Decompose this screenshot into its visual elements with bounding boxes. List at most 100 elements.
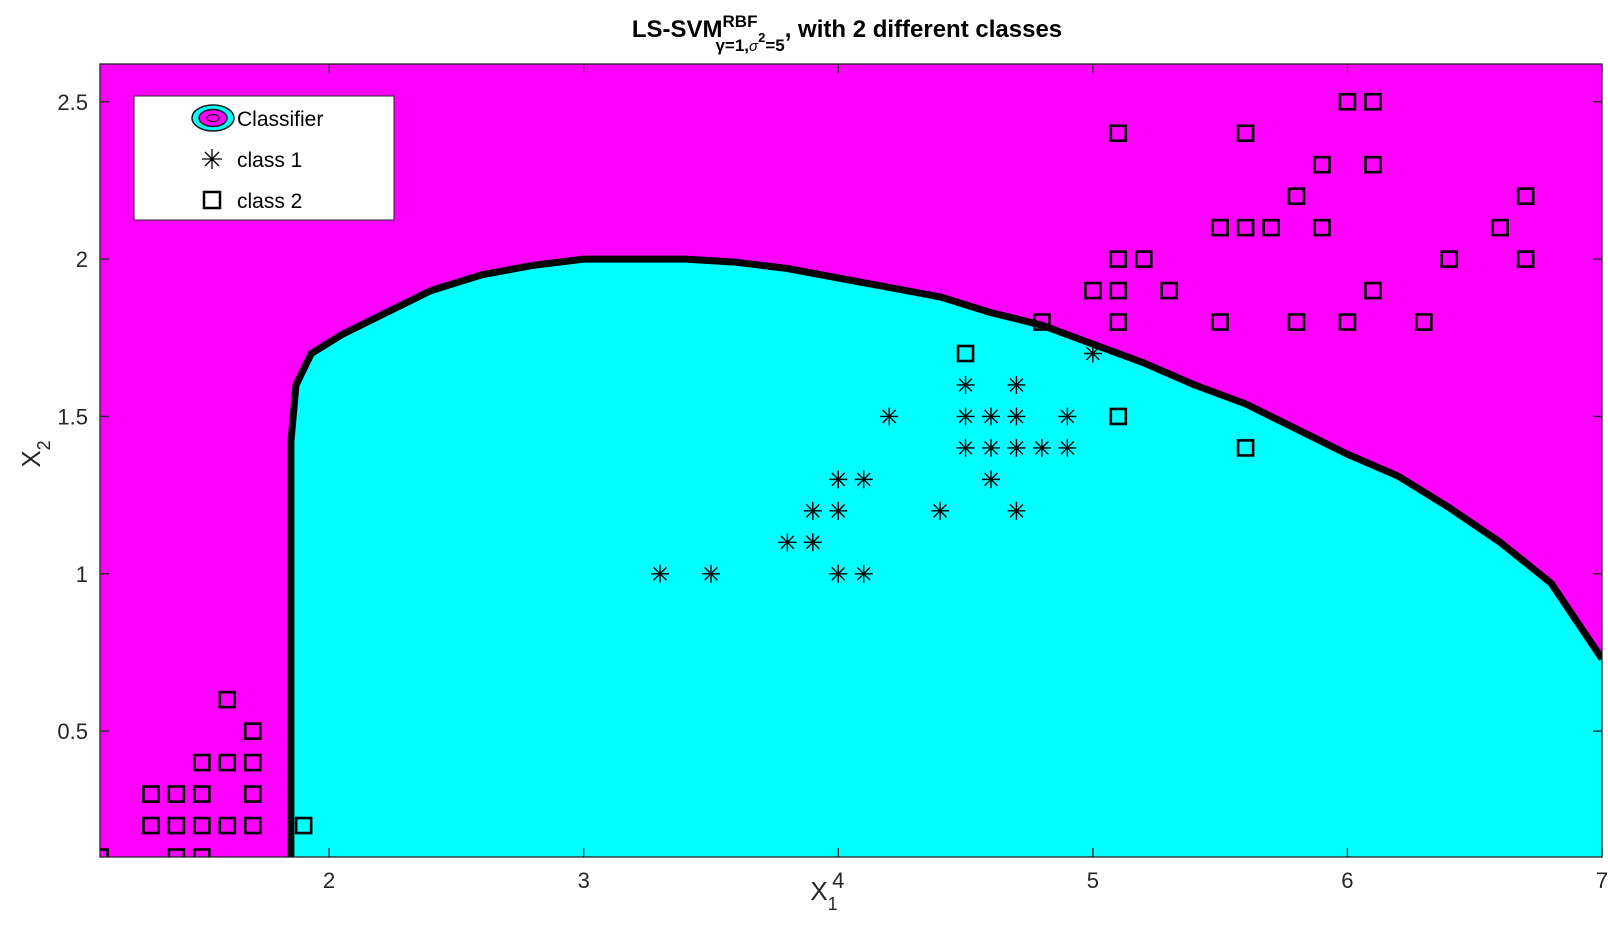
class1-point (982, 438, 1001, 457)
class2-point (1109, 313, 1128, 331)
class2-point (1236, 218, 1255, 237)
x-axis-label: X1 (810, 876, 837, 914)
y-tick-label: 2 (76, 247, 88, 272)
class2-point (1236, 124, 1255, 143)
class2-point (1033, 313, 1051, 331)
legend-box (133, 95, 395, 221)
class1-point (803, 533, 822, 552)
class2-point (167, 816, 186, 835)
class1-point (651, 564, 670, 583)
legend: Classifier class 1 class 2 (133, 95, 395, 221)
y-axis-label-sub: 2 (34, 440, 54, 450)
class2-point (956, 344, 975, 363)
legend-label-class1: class 1 (237, 149, 302, 172)
class2-point (167, 785, 186, 803)
title-superscript: RBF (723, 12, 758, 31)
class1-point (982, 407, 1001, 426)
class2-point (1491, 218, 1509, 237)
class2-point (1440, 250, 1459, 268)
class1-point (1058, 438, 1077, 457)
class2-point (1262, 218, 1280, 237)
legend-label-classifier: Classifier (237, 108, 323, 131)
square-marker-icon (202, 190, 222, 210)
class1-point (956, 375, 975, 394)
x-axis-label-sub: 1 (828, 894, 838, 914)
axes-box (99, 63, 1603, 858)
class1-point (1007, 407, 1026, 426)
y-axis: 0.5 1 1.5 2 2.5 (57, 90, 1602, 744)
class1-point (931, 501, 950, 520)
class2-point (294, 816, 313, 835)
class2-point (218, 753, 237, 772)
class2-point (1109, 281, 1128, 300)
classifier-contour-icon (191, 104, 235, 132)
class1-point (854, 470, 873, 489)
plot-area (100, 64, 1602, 857)
class1-point (1007, 438, 1026, 457)
class1-point (854, 564, 873, 583)
title-subscript-gamma: γ=1, (715, 36, 749, 55)
class1-point (1007, 501, 1026, 520)
class2-point (1338, 92, 1357, 111)
x-tick-label: 2 (323, 868, 335, 893)
class2-point (142, 816, 160, 835)
class2-point (243, 722, 262, 740)
class2-point (1109, 407, 1128, 426)
class1-point (1083, 344, 1102, 363)
class2-point (218, 690, 237, 709)
markers-layer (100, 92, 1535, 857)
class1-point (956, 438, 975, 457)
class2-point (1364, 92, 1382, 111)
chart-title: LS-SVMRBF γ=1,σ2=5, with 2 different clas… (632, 12, 1062, 55)
class1-point (956, 407, 975, 426)
y-axis-label: X2 (16, 440, 54, 467)
class2-point (1364, 281, 1382, 300)
class2-point (1338, 313, 1357, 331)
class2-point (193, 848, 211, 857)
class2-point (1313, 218, 1331, 237)
class2-point (243, 753, 262, 772)
title-subscript-power: 2 (758, 30, 765, 45)
asterisk-marker-icon (202, 149, 222, 169)
x-tick-label: 6 (1341, 868, 1353, 893)
x-tick-label: 7 (1596, 868, 1608, 893)
class1-point (829, 501, 848, 520)
y-tick-label: 1.5 (57, 404, 88, 429)
class2-point (1364, 155, 1382, 174)
y-tick-label: 2.5 (57, 90, 88, 115)
class1-point (1058, 407, 1077, 426)
class2-point (1313, 155, 1331, 174)
x-tick-label: 4 (832, 868, 844, 893)
class2-point (1236, 439, 1255, 457)
x-tick-label: 3 (578, 868, 590, 893)
title-subscript-value: =5 (765, 36, 784, 55)
class1-point (829, 564, 848, 583)
class2-point (142, 785, 160, 803)
y-tick-label: 1 (76, 562, 88, 587)
class1-point (982, 470, 1001, 489)
classifier-region (290, 259, 1602, 857)
legend-label-class2: class 2 (237, 190, 302, 213)
class1-point (880, 407, 899, 426)
class2-point (167, 848, 186, 857)
title-prefix: LS-SVM (632, 16, 723, 43)
title-suffix: , with 2 different classes (785, 16, 1062, 43)
class2-point (243, 816, 262, 835)
class1-point (1007, 375, 1026, 394)
class1-point (803, 501, 822, 520)
class2-point (193, 785, 211, 803)
class2-point (1287, 187, 1306, 205)
title-subscript-sigma: σ (749, 38, 759, 55)
class2-point (193, 816, 211, 835)
class2-point (1516, 187, 1535, 205)
class2-point (1414, 313, 1433, 331)
class2-point (1109, 124, 1128, 143)
class2-point (193, 753, 211, 772)
y-axis-label-main: X (16, 450, 46, 467)
class1-point (1032, 438, 1051, 457)
x-axis-label-main: X (810, 876, 827, 906)
y-tick-label: 0.5 (57, 719, 88, 744)
class2-point (1109, 250, 1128, 268)
class2-point (1160, 281, 1179, 300)
class2-point (218, 816, 237, 835)
